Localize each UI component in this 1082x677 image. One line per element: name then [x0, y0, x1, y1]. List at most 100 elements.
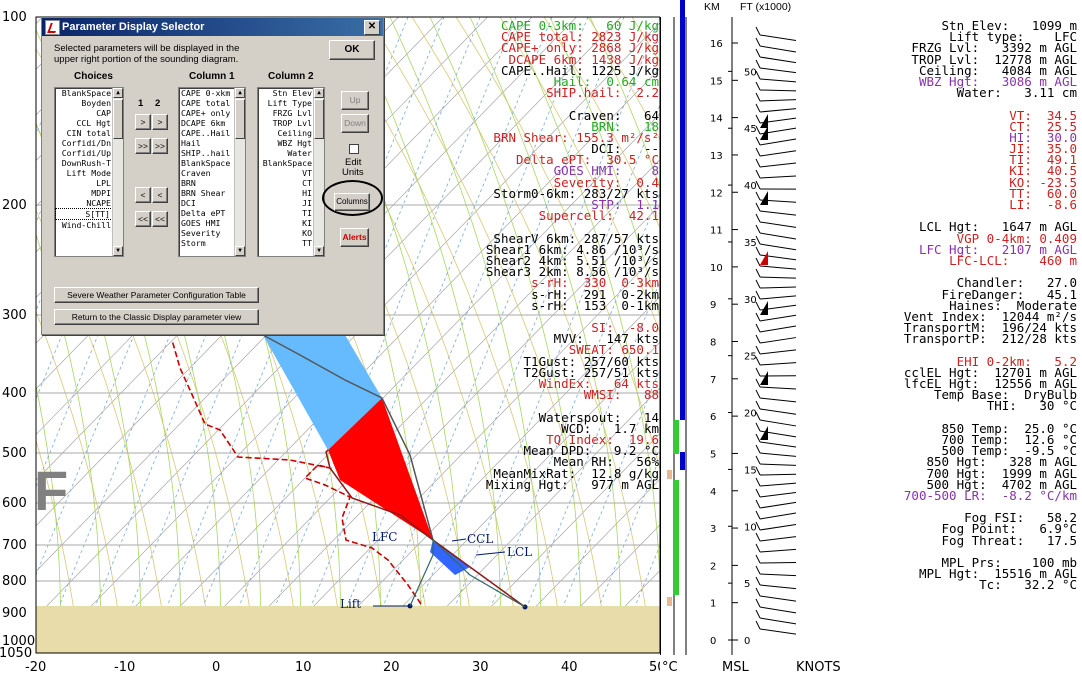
list-item[interactable]: HI: [302, 188, 312, 198]
temp-label: 30: [472, 660, 489, 675]
list-item[interactable]: CT: [302, 178, 312, 188]
list-item[interactable]: Hail: [181, 138, 201, 148]
listbox-scrollbar[interactable]: ▲ ▼: [313, 88, 324, 256]
list-item[interactable]: LPL: [96, 178, 111, 188]
column2-listbox[interactable]: Stn Elev Lift Type FRZG Lvl TROP Lvl Ceiling…: [257, 87, 325, 257]
dry-adiabat: [36, 438, 81, 653]
scroll-thumb[interactable]: [314, 99, 324, 139]
wind-barb-feather: [755, 598, 761, 608]
scroll-thumb[interactable]: [113, 99, 123, 139]
list-item[interactable]: NCAPE: [86, 198, 111, 208]
down-button[interactable]: Down: [341, 114, 369, 133]
parameter-row: Water: 3.11 cm: [956, 85, 1077, 101]
list-item[interactable]: CAPE+ only: [181, 108, 231, 118]
scroll-down-icon[interactable]: ▼: [113, 246, 123, 256]
wind-barb-feather: [755, 521, 761, 531]
list-item[interactable]: Lift Mode: [66, 168, 111, 178]
ft-label: 50: [744, 67, 757, 78]
list-item[interactable]: Lift Type: [267, 98, 312, 108]
column2-header: Column 2: [268, 71, 314, 82]
blue-indicator-bar-2: [680, 452, 685, 470]
close-button[interactable]: ✕: [364, 20, 380, 35]
columns-button[interactable]: Columns: [334, 193, 370, 211]
mixing-ratio-line: [543, 368, 660, 653]
scroll-up-icon[interactable]: ▲: [314, 88, 324, 98]
severe-config-table-button[interactable]: Severe Weather Parameter Configuration T…: [54, 287, 259, 303]
list-item[interactable]: Wind-Chill: [61, 220, 111, 230]
list-item[interactable]: SHIP..hail: [181, 148, 231, 158]
up-button[interactable]: Up: [341, 91, 369, 110]
move-all-right-col2-button[interactable]: >>: [152, 138, 168, 154]
dialog-title-bar[interactable]: Parameter Display Selector ✕: [42, 18, 383, 36]
list-item[interactable]: GOES HMI: [181, 218, 221, 228]
move-all-right-col1-button[interactable]: >>: [135, 138, 151, 154]
edit-units-checkbox[interactable]: [349, 144, 359, 154]
list-item[interactable]: KI: [302, 218, 312, 228]
isotherm-line: [401, 387, 660, 653]
move-left-col1-button[interactable]: <: [135, 187, 151, 203]
classic-view-button[interactable]: Return to the Classic Display parameter …: [54, 309, 259, 325]
list-item[interactable]: MDPI: [91, 188, 111, 198]
list-item[interactable]: BlankSpace: [262, 158, 312, 168]
ft-label: 15: [744, 465, 757, 476]
list-item[interactable]: DCI: [181, 198, 196, 208]
list-item[interactable]: Stn Elev: [272, 88, 312, 98]
list-item[interactable]: Ceiling: [277, 128, 312, 138]
list-item[interactable]: CCL Hgt: [76, 118, 111, 128]
list-item[interactable]: WBZ Hgt: [277, 138, 312, 148]
list-item[interactable]: BlankSpace: [61, 88, 111, 98]
ft-label: 0: [744, 636, 750, 647]
listbox-scrollbar[interactable]: ▲ ▼: [112, 88, 123, 256]
scroll-down-icon[interactable]: ▼: [314, 246, 324, 256]
wind-barb-shaft: [759, 232, 797, 240]
scroll-up-icon[interactable]: ▲: [113, 88, 123, 98]
list-item[interactable]: BRN Shear: [181, 188, 226, 198]
instructions-line1: Selected parameters will be displayed in…: [54, 43, 240, 54]
list-item[interactable]: Corfidi/Up: [61, 148, 111, 158]
move-right-col1-button[interactable]: >: [135, 114, 151, 130]
list-item[interactable]: TT: [302, 238, 312, 248]
parameter-row: Delta ePT: 30.5 °C: [516, 152, 659, 168]
list-item[interactable]: FRZG Lvl: [272, 108, 312, 118]
parameter-row: Ceiling: 4084 m AGL: [918, 62, 1077, 78]
list-item[interactable]: BRN: [181, 178, 196, 188]
list-item[interactable]: CAPE 0-xkm: [181, 88, 231, 98]
list-item[interactable]: Boyden: [81, 98, 111, 108]
isotherm-line: [45, 22, 660, 653]
scroll-up-icon[interactable]: ▲: [235, 88, 245, 98]
list-item[interactable]: Craven: [181, 168, 211, 178]
choices-listbox[interactable]: BlankSpace Boyden CAP CCL Hgt CIN total Corfi…: [54, 87, 124, 257]
column1-listbox[interactable]: CAPE 0-xkm CAPE total CAPE+ only DCAPE 6km C…: [178, 87, 246, 257]
list-item[interactable]: KO: [302, 228, 312, 238]
scroll-down-icon[interactable]: ▼: [235, 246, 245, 256]
dry-adiabat: [411, 17, 653, 653]
list-item[interactable]: Delta ePT: [181, 208, 226, 218]
list-item[interactable]: CIN total: [66, 128, 111, 138]
ok-button[interactable]: OK: [329, 40, 375, 60]
move-all-left-col2-button[interactable]: <<: [152, 211, 168, 227]
list-item[interactable]: TI: [302, 208, 312, 218]
list-item[interactable]: Corfidi/Dn: [61, 138, 111, 148]
alerts-button[interactable]: Alerts: [340, 228, 369, 247]
list-item[interactable]: VT: [302, 168, 312, 178]
list-item[interactable]: Severity: [181, 228, 221, 238]
list-item[interactable]: CAPE total: [181, 98, 231, 108]
list-item[interactable]: Water: [287, 148, 312, 158]
move-all-left-col1-button[interactable]: <<: [135, 211, 151, 227]
move-right-col2-button[interactable]: >: [152, 114, 168, 130]
list-item[interactable]: DCAPE 6km: [181, 118, 226, 128]
list-item[interactable]: CAP: [96, 108, 111, 118]
parameter-row: Shear3 2km: 8.56 /10³/s: [485, 264, 659, 280]
scroll-thumb[interactable]: [235, 99, 245, 139]
list-item[interactable]: BlankSpace: [181, 158, 231, 168]
list-item[interactable]: DownRush-T: [61, 158, 111, 168]
move-left-col2-button[interactable]: <: [152, 187, 168, 203]
listbox-scrollbar[interactable]: ▲ ▼: [234, 88, 245, 256]
list-item[interactable]: TROP Lvl: [272, 118, 312, 128]
parameter-row: Mean RH: 56%: [553, 454, 659, 470]
list-item[interactable]: JI: [302, 198, 312, 208]
wind-barb-feather: [755, 114, 761, 124]
list-item[interactable]: CAPE..Hail: [181, 128, 231, 138]
list-item[interactable]: Storm: [181, 238, 206, 248]
wind-barbs: [755, 26, 797, 635]
